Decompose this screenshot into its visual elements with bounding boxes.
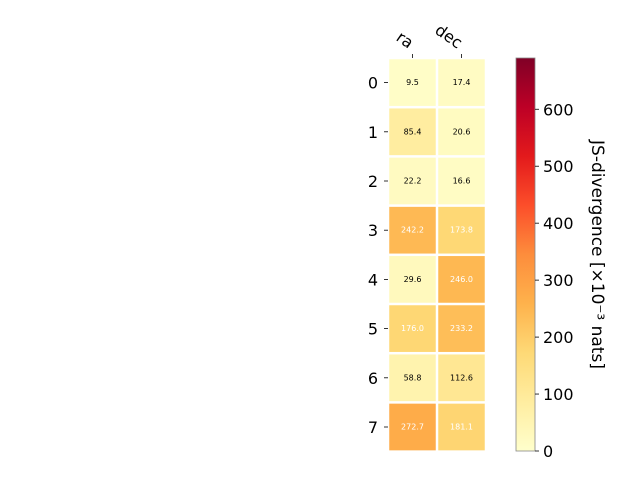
heatmap-cell [438,59,485,106]
heatmap-cell [438,108,485,156]
colorbar-tick-label: 0 [543,442,553,461]
heatmap-cell [438,403,485,451]
colorbar-tick-label: 300 [543,271,574,290]
cell-value-label: 16.6 [453,177,471,186]
colorbar-tick-label: 200 [543,328,574,347]
heatmap-cell [389,305,436,352]
row-label: 1 [368,123,378,142]
colorbar-tick-label: 500 [543,157,574,176]
cell-value-label: 58.8 [404,373,422,382]
heatmap-cell [389,403,436,451]
column-label: dec [432,20,466,52]
cell-value-label: 85.4 [404,127,422,136]
cell-value-label: 181.1 [450,423,473,432]
heatmap-cell [389,354,436,402]
heatmap-cell [389,206,436,254]
heatmap-cell [438,256,485,303]
cell-value-label: 173.8 [450,226,473,235]
cell-value-label: 233.2 [450,324,473,333]
cell-value-label: 112.6 [450,373,473,382]
heatmap-cell [438,157,485,205]
row-label: 6 [368,369,378,388]
heatmap-cell [389,157,436,205]
row-label: 5 [368,320,378,339]
heatmap-cell [438,354,485,402]
heatmap-cell [389,108,436,156]
cell-value-label: 176.0 [401,324,424,333]
cell-value-label: 17.4 [453,78,471,87]
row-label: 4 [368,270,378,289]
row-labels: 0 1 2 3 4 5 6 7 [368,74,388,437]
cell-value-label: 20.6 [453,127,471,136]
colorbar-label: JS-divergence [×10⁻³ nats] [587,139,607,369]
colorbar-tick-label: 400 [543,214,574,233]
heatmap-cells: 9.5 17.4 85.4 20.6 22.2 16.6 242.2 173.8 29.6 246… [389,59,485,451]
column-labels: ra dec [393,20,466,58]
colorbar-tick-label: 600 [543,100,574,119]
row-label: 2 [368,172,378,191]
heatmap-cell [389,59,436,106]
row-label: 7 [368,418,378,437]
heatmap-cell [438,206,485,254]
heatmap-cell [389,256,436,303]
row-label: 3 [368,221,378,240]
heatmap-cell [438,305,485,352]
cell-value-label: 272.7 [401,423,424,432]
cell-value-label: 29.6 [404,275,422,284]
column-label: ra [393,27,417,52]
colorbar: 0 100 200 300 400 500 600 JS-divergence [×10⁻³ … [515,57,607,461]
cell-value-label: 22.2 [404,177,422,186]
cell-value-label: 246.0 [450,275,473,284]
cell-value-label: 9.5 [406,78,419,87]
cell-value-label: 242.2 [401,226,424,235]
row-label: 0 [368,74,378,93]
colorbar-tick-label: 100 [543,385,574,404]
colorbar-scale [515,57,536,452]
